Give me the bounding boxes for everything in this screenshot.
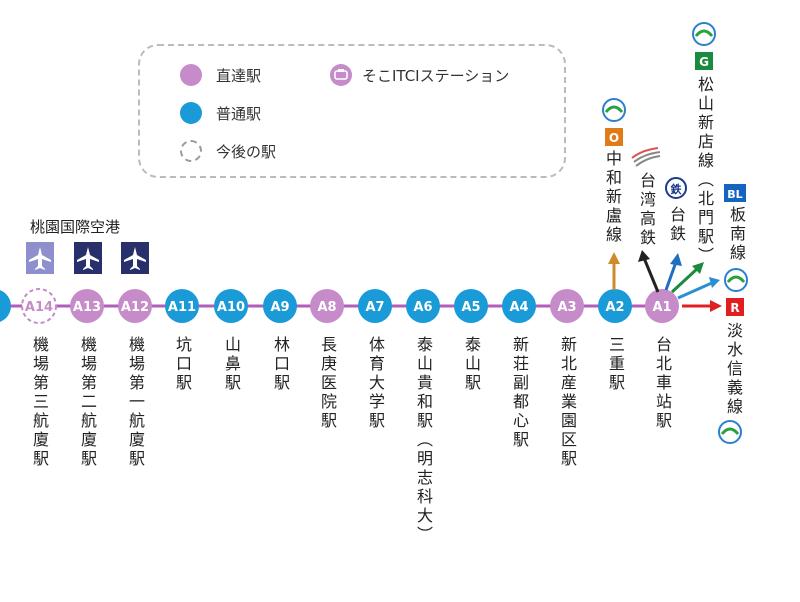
- station-name: 機場第一航廈駅: [126, 336, 145, 469]
- transfer-green-label: 松山新店線（北門駅）: [695, 76, 714, 266]
- svg-text:O: O: [609, 131, 619, 145]
- station-marker: A13: [70, 289, 104, 323]
- station-circle: [214, 289, 248, 323]
- future-dot-icon: [180, 140, 202, 162]
- svg-text:R: R: [730, 301, 739, 315]
- station-code: A10: [217, 300, 245, 315]
- station-code: A5: [461, 300, 480, 315]
- station-circle: [645, 289, 679, 323]
- station-circle: [0, 290, 11, 322]
- express-dot-icon: [180, 64, 202, 86]
- station-circle: [358, 289, 392, 323]
- green-line-badge: G: [695, 52, 713, 70]
- station-code: A9: [270, 300, 289, 315]
- station-name: 新北産業園区駅: [558, 336, 577, 469]
- transfer-arrows: [608, 250, 722, 312]
- station-name: 坑口駅: [173, 336, 192, 393]
- legend-express: 直達駅: [180, 64, 261, 86]
- airplane-icon: [121, 242, 149, 274]
- tra-logo-icon: 鉄: [665, 177, 687, 199]
- airplane-icon: [74, 242, 102, 274]
- metro-logo-icon: [718, 420, 742, 444]
- legend: 直達駅 普通駅 今後の駅 そこITCIステーション: [138, 44, 566, 178]
- svg-text:G: G: [699, 55, 709, 69]
- airport-group-label: 桃園国際空港: [30, 218, 121, 236]
- metro-logo-icon: [724, 268, 748, 292]
- metro-logo-icon: [692, 22, 716, 46]
- station-marker: A7: [358, 289, 392, 323]
- station-marker: A11: [165, 289, 199, 323]
- station-marker: A3: [550, 289, 584, 323]
- station-code: A6: [413, 300, 432, 315]
- legend-express-label: 直達駅: [216, 66, 262, 85]
- svg-text:鉄: 鉄: [671, 182, 683, 196]
- station-circle: [310, 289, 344, 323]
- station-code: A14: [25, 300, 53, 315]
- station-marker: A14: [21, 288, 57, 324]
- station-name: 泰山貴和駅（明志科大）: [414, 336, 433, 545]
- station-marker: A2: [598, 289, 632, 323]
- stations-group: a A14 A13 A12 A11 A10 A9 A8 A7 A6 A5 A4 A3 A2 A1: [0, 288, 679, 324]
- legend-future: 今後の駅: [180, 140, 276, 162]
- station-name: 機場第三航廈駅: [30, 336, 49, 469]
- station-circle: [70, 289, 104, 323]
- transfer-hsr-label: 台湾高鉄: [637, 172, 656, 248]
- svg-text:BL: BL: [727, 188, 742, 201]
- station-circle: [406, 289, 440, 323]
- station-circle: [21, 288, 57, 324]
- station-circle: [118, 289, 152, 323]
- airplane-icon: [26, 242, 54, 274]
- station-circle: [454, 289, 488, 323]
- station-circle: [502, 289, 536, 323]
- station-name: 三重駅: [606, 336, 625, 393]
- station-name: 台北車站駅: [653, 336, 672, 431]
- orange-line-badge: O: [605, 128, 623, 146]
- transfer-blue-label: 板南線: [727, 206, 746, 263]
- blue-line-badge: BL: [724, 184, 746, 202]
- station-code: A3: [557, 300, 576, 315]
- station-marker: A5: [454, 289, 488, 323]
- legend-itci: そこITCIステーション: [330, 64, 509, 86]
- transfer-tra-label: 台鉄: [667, 206, 686, 244]
- station-name: 長庚医院駅: [318, 336, 337, 431]
- legend-future-label: 今後の駅: [216, 142, 277, 161]
- station-code: A2: [605, 300, 624, 315]
- transfer-red-label: 淡水信義線: [724, 322, 743, 417]
- transfer-orange-label: 中和新盧線: [603, 150, 622, 245]
- legend-itci-label: そこITCIステーション: [362, 66, 510, 85]
- hsr-logo-icon: [631, 147, 661, 167]
- station-marker: A8: [310, 289, 344, 323]
- metro-logo-icon: [602, 98, 626, 122]
- station-name: 新荘副都心駅: [510, 336, 529, 450]
- station-code: A13: [73, 300, 101, 315]
- station-marker: A12: [118, 289, 152, 323]
- station-code: A8: [317, 300, 336, 315]
- legend-local-label: 普通駅: [216, 104, 262, 123]
- legend-local: 普通駅: [180, 102, 261, 124]
- station-circle: [263, 289, 297, 323]
- station-code: A11: [168, 300, 196, 315]
- station-name: 機場第二航廈駅: [78, 336, 97, 469]
- station-code: A7: [365, 300, 384, 315]
- station-name: 林口駅: [271, 336, 290, 393]
- station-marker: A1: [645, 289, 679, 323]
- station-circle: [598, 289, 632, 323]
- station-code: A12: [121, 300, 149, 315]
- station-code: A4: [509, 300, 528, 315]
- station-name: 体育大学駅: [366, 336, 385, 431]
- station-marker: A9: [263, 289, 297, 323]
- local-dot-icon: [180, 102, 202, 124]
- station-circle: [550, 289, 584, 323]
- station-name: 泰山駅: [462, 336, 481, 393]
- station-marker: A4: [502, 289, 536, 323]
- station-code: A1: [652, 300, 671, 315]
- station-marker: A6: [406, 289, 440, 323]
- station-name: 山鼻駅: [222, 336, 241, 393]
- station-marker: A10: [214, 289, 248, 323]
- itci-station-icon: [330, 64, 352, 86]
- red-line-badge: R: [726, 298, 744, 316]
- station-marker: a: [0, 290, 11, 322]
- station-circle: [165, 289, 199, 323]
